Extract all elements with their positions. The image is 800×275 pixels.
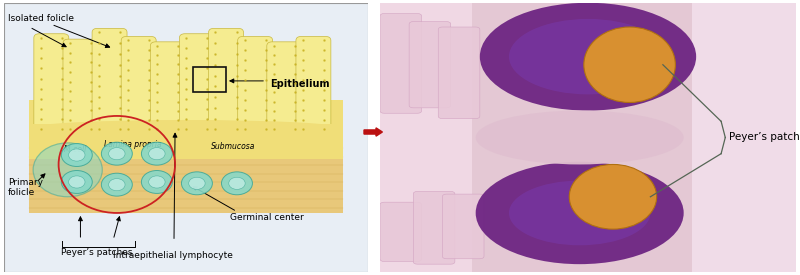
Ellipse shape — [182, 172, 212, 195]
Ellipse shape — [480, 3, 696, 111]
Ellipse shape — [62, 144, 92, 166]
FancyBboxPatch shape — [30, 100, 342, 159]
Ellipse shape — [189, 177, 205, 189]
FancyBboxPatch shape — [380, 13, 422, 113]
FancyBboxPatch shape — [471, 3, 713, 272]
Text: Peyer’s patches: Peyer’s patches — [730, 133, 800, 142]
Ellipse shape — [149, 176, 165, 188]
Ellipse shape — [69, 176, 85, 188]
Ellipse shape — [142, 142, 172, 165]
FancyBboxPatch shape — [296, 36, 331, 133]
Ellipse shape — [109, 178, 125, 191]
Ellipse shape — [142, 170, 172, 193]
Ellipse shape — [509, 19, 667, 94]
FancyBboxPatch shape — [30, 124, 342, 159]
Ellipse shape — [102, 142, 132, 165]
Ellipse shape — [476, 162, 684, 264]
FancyBboxPatch shape — [92, 28, 127, 133]
Text: Lamina propria: Lamina propria — [105, 140, 162, 149]
Ellipse shape — [476, 111, 684, 164]
FancyBboxPatch shape — [409, 22, 450, 108]
Ellipse shape — [69, 149, 85, 161]
Text: Germinal center: Germinal center — [230, 213, 303, 221]
FancyBboxPatch shape — [63, 39, 98, 133]
FancyBboxPatch shape — [122, 36, 156, 133]
FancyBboxPatch shape — [4, 3, 368, 272]
FancyBboxPatch shape — [179, 34, 214, 133]
Ellipse shape — [62, 170, 92, 193]
FancyBboxPatch shape — [267, 42, 302, 133]
Ellipse shape — [229, 177, 245, 189]
Text: Submucosa: Submucosa — [211, 142, 255, 152]
FancyBboxPatch shape — [692, 3, 796, 272]
FancyBboxPatch shape — [30, 143, 342, 213]
FancyBboxPatch shape — [380, 3, 513, 272]
FancyBboxPatch shape — [150, 42, 186, 133]
Ellipse shape — [109, 148, 125, 160]
Text: M cell: M cell — [64, 145, 86, 154]
Ellipse shape — [570, 164, 657, 229]
FancyBboxPatch shape — [380, 3, 796, 272]
Ellipse shape — [584, 27, 675, 103]
FancyBboxPatch shape — [442, 194, 484, 259]
Ellipse shape — [509, 181, 650, 245]
Text: Intraepithelial lymphocyte: Intraepithelial lymphocyte — [114, 251, 233, 260]
FancyBboxPatch shape — [414, 191, 455, 264]
Ellipse shape — [102, 173, 132, 196]
Text: Peyer’s patches: Peyer’s patches — [61, 248, 133, 257]
Ellipse shape — [222, 172, 253, 195]
Ellipse shape — [149, 148, 165, 160]
FancyBboxPatch shape — [438, 27, 480, 119]
Text: Primary
folicle: Primary folicle — [8, 178, 42, 197]
FancyBboxPatch shape — [34, 34, 69, 133]
FancyBboxPatch shape — [380, 202, 422, 262]
Text: Epithelium: Epithelium — [270, 79, 330, 89]
Ellipse shape — [30, 120, 342, 136]
Ellipse shape — [33, 143, 102, 197]
Text: Isolated folicle: Isolated folicle — [8, 14, 74, 23]
FancyBboxPatch shape — [238, 36, 273, 133]
FancyBboxPatch shape — [209, 28, 243, 133]
